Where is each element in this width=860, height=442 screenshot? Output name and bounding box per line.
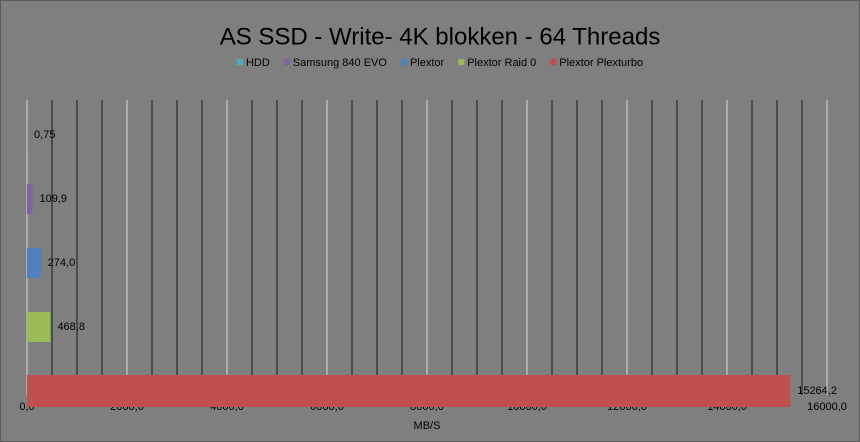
data-label: 15264,2 — [797, 385, 837, 397]
legend-item: Plextor — [400, 57, 445, 69]
x-axis-title: MB/S — [414, 420, 441, 432]
legend-label: Plextor Raid 0 — [467, 57, 536, 69]
bar — [27, 184, 33, 214]
legend-label: Samsung 840 EVO — [293, 57, 388, 69]
legend: HDD Samsung 840 EVO Plextor Plextor Raid 0 P… — [236, 57, 643, 69]
legend-swatch — [550, 59, 557, 65]
legend-item: Samsung 840 EVO — [283, 57, 388, 69]
data-label: 274,0 — [48, 257, 76, 269]
bar — [27, 375, 791, 407]
bar — [27, 248, 41, 278]
legend-item: Plextor Plexturbo — [550, 57, 643, 69]
data-label: 109,9 — [39, 193, 67, 205]
legend-swatch — [458, 59, 465, 65]
legend-swatch — [236, 59, 243, 65]
chart-title: AS SSD - Write- 4K blokken - 64 Threads — [220, 23, 661, 50]
x-tick-label: 16000,0 — [807, 401, 847, 413]
legend-swatch — [283, 59, 290, 65]
legend-label: HDD — [246, 57, 270, 69]
legend-item: Plextor Raid 0 — [458, 57, 536, 69]
data-label: 468,8 — [57, 321, 85, 333]
data-label: 0,75 — [34, 129, 55, 141]
legend-swatch — [400, 59, 407, 65]
grid — [26, 100, 828, 395]
legend-label: Plextor Plexturbo — [559, 57, 643, 69]
legend-label: Plextor — [410, 57, 445, 69]
bar — [27, 312, 51, 342]
legend-item: HDD — [236, 57, 270, 69]
